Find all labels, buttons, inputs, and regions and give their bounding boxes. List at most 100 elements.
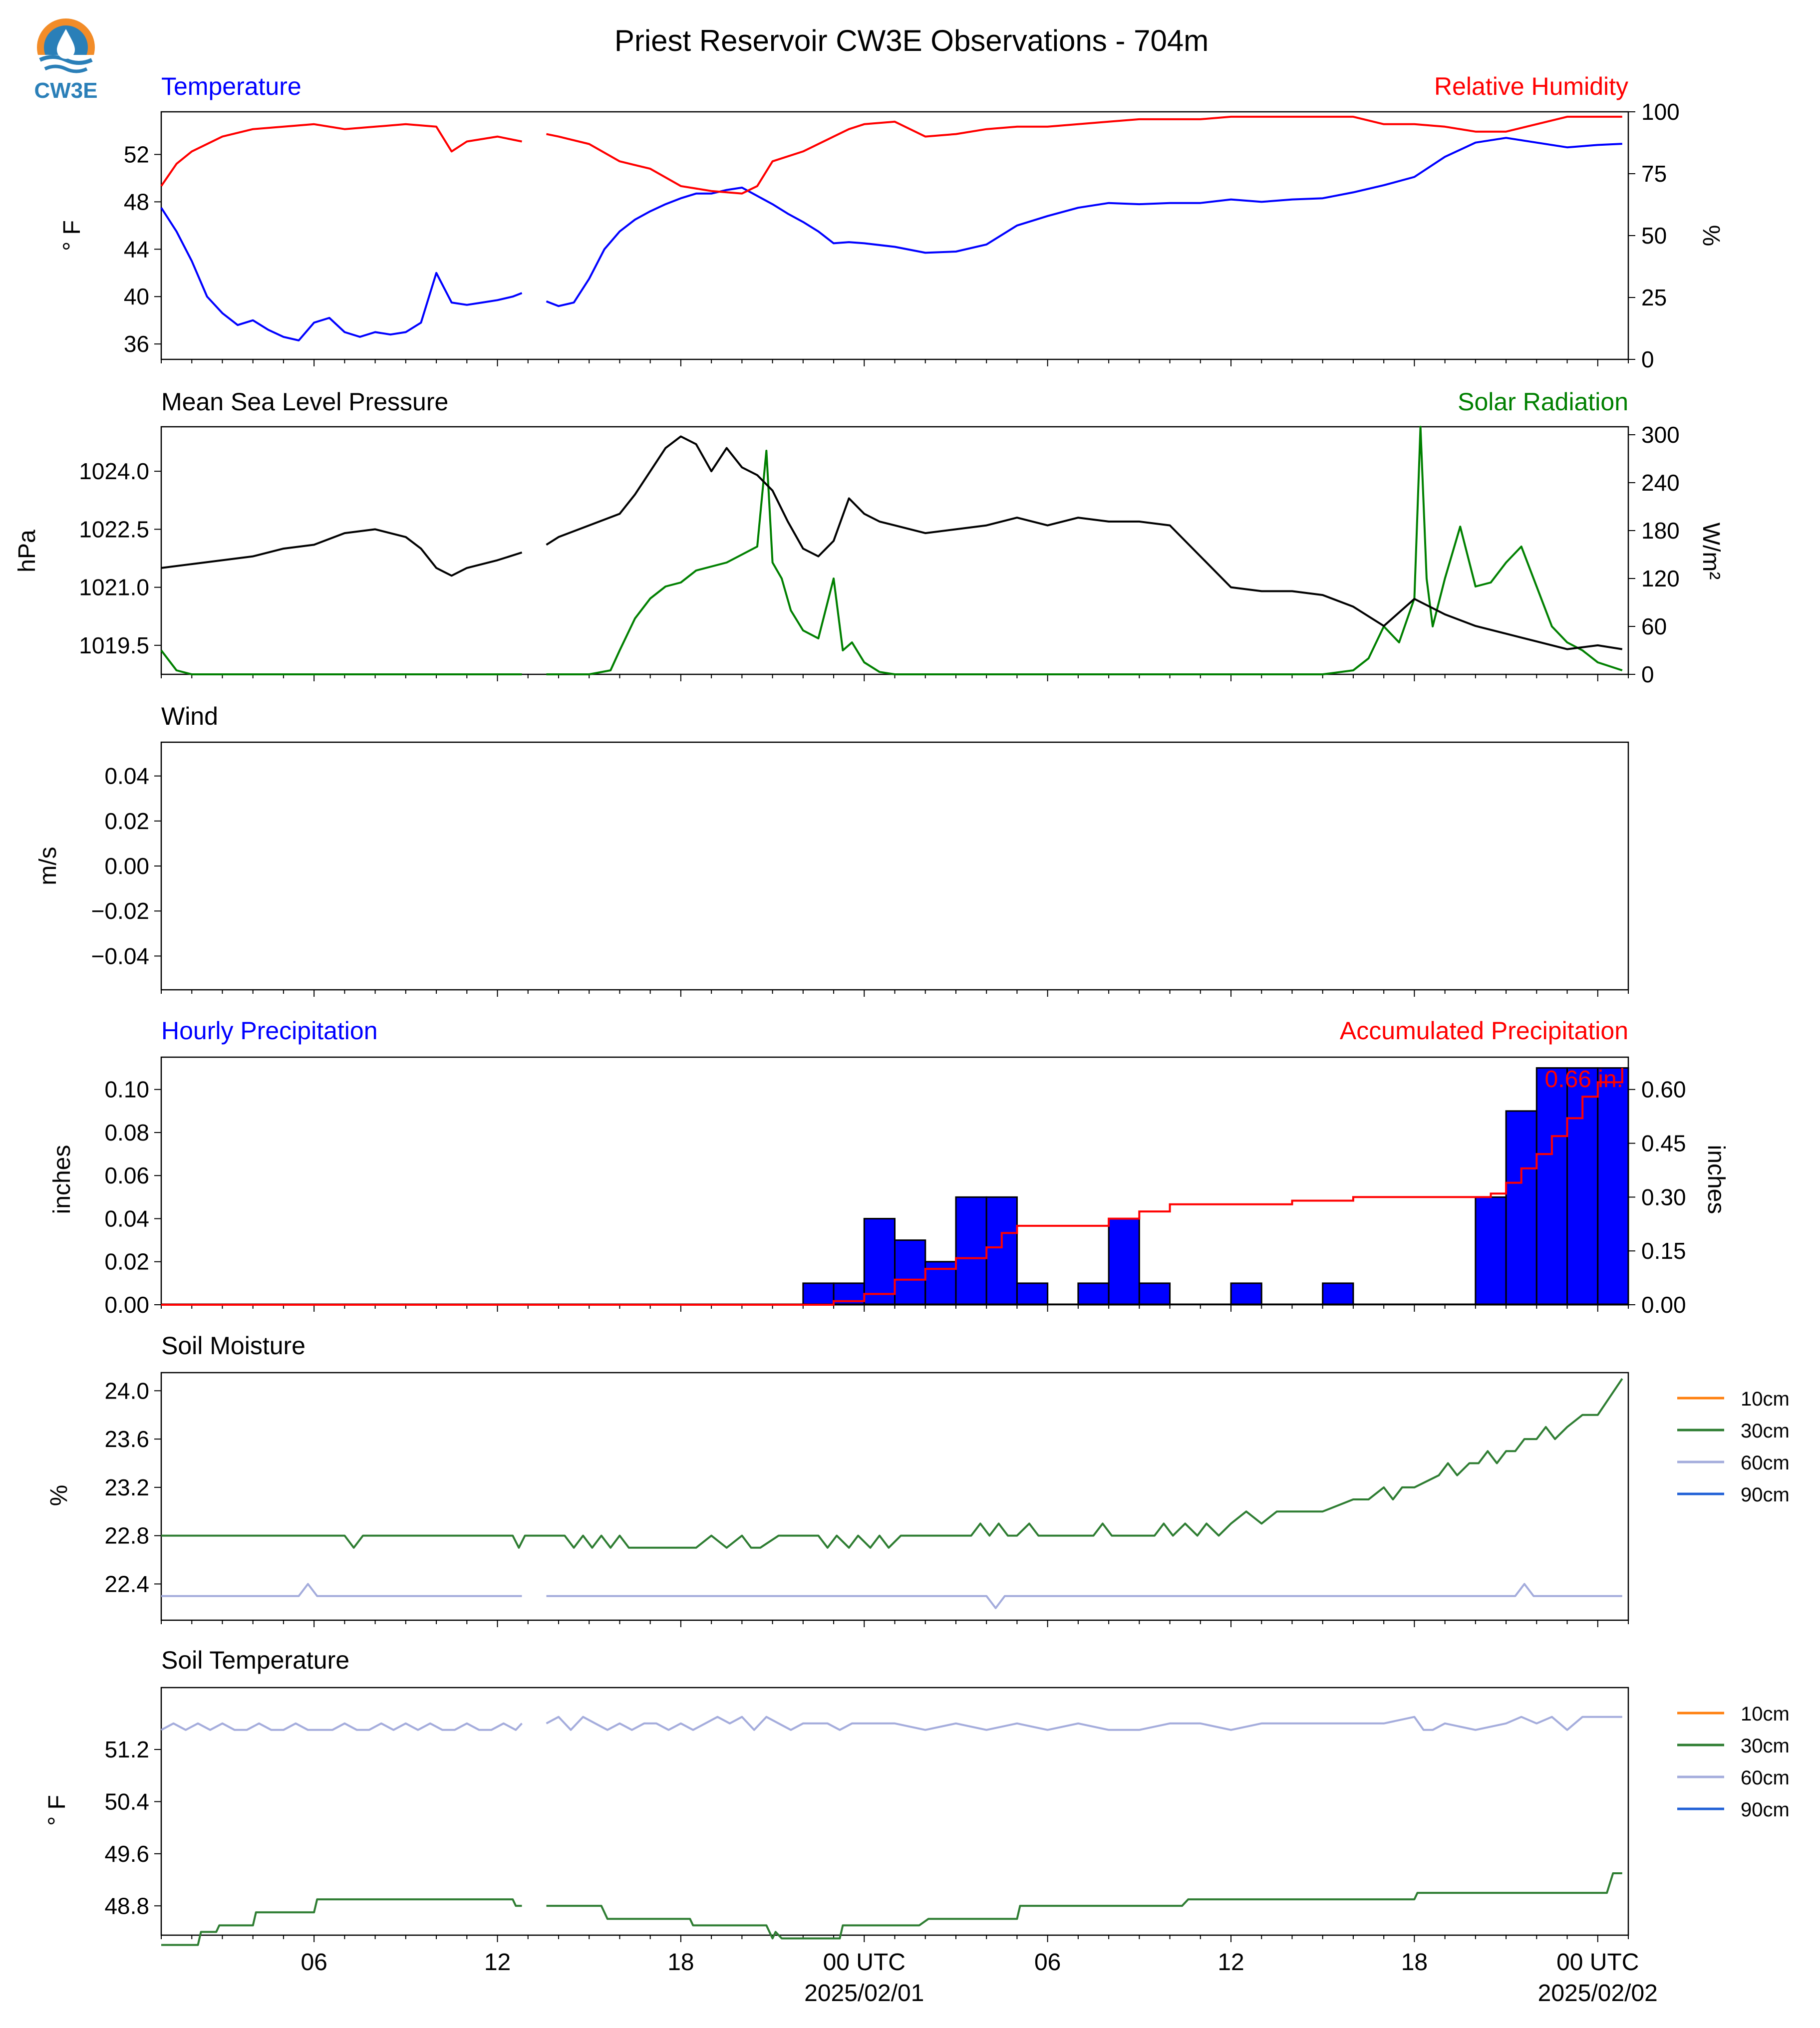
legend-item-60cm: 60cm (1677, 1767, 1790, 1789)
y2-tick-label: 240 (1641, 470, 1680, 496)
logo-text: CW3E (34, 78, 97, 103)
soil_moisture-x-ticks (161, 1620, 1629, 1627)
y-tick-label: 48.8 (104, 1893, 149, 1919)
y2-tick-label: 0 (1641, 661, 1654, 687)
precip-bar (1535, 1067, 1568, 1306)
pressure-panel: Mean Sea Level Pressure Solar Radiation … (14, 388, 1724, 579)
pressure-ylabel: hPa (14, 530, 40, 573)
precip-bar (1108, 1217, 1140, 1306)
y-tick-label: 0.08 (104, 1120, 149, 1146)
relative-humidity-line (160, 115, 1622, 195)
soil-moisture-line-60cm (161, 1583, 1622, 1609)
pressure-y2-axis: 0 60 120 180 240 300 (1628, 422, 1680, 687)
y-tick-label: 23.6 (104, 1426, 149, 1452)
y2-tick-label: 0.15 (1641, 1238, 1686, 1264)
y2-tick-label: 0.45 (1641, 1131, 1686, 1157)
y-tick-label: 0.02 (104, 808, 149, 834)
y-tick-label: 44 (124, 236, 149, 262)
soil-temperature-legend: 10cm 30cm 60cm 90cm (1677, 1703, 1790, 1821)
pressure-y-axis: 1019.5 1021.0 1022.5 1024.0 (79, 458, 161, 658)
soil-moisture-line-30cm (161, 1378, 1623, 1549)
precip-bar (1077, 1282, 1110, 1306)
temperature-panel: Temperature Relative Humidity ° F % (59, 72, 1724, 251)
soil-temperature-line-60cm (161, 1716, 1622, 1731)
temperature-title: Temperature (161, 72, 302, 100)
y2-tick-label: 300 (1641, 422, 1680, 448)
relative-humidity-title: Relative Humidity (1434, 72, 1628, 100)
y2-tick-label: 0.60 (1641, 1077, 1686, 1103)
solar-ylabel: W/m² (1698, 523, 1724, 580)
hourly-precip-title: Hourly Precipitation (161, 1017, 378, 1045)
x-tick-label: 06 (301, 1949, 327, 1976)
x-tick-label: 18 (1401, 1949, 1428, 1976)
precip-bar (1597, 1067, 1629, 1306)
precip-bar (1230, 1282, 1262, 1306)
precip-y2label: inches (1703, 1145, 1729, 1214)
precip-bar (1475, 1196, 1507, 1306)
legend-item-30cm: 30cm (1677, 1420, 1790, 1442)
legend-label: 60cm (1741, 1452, 1790, 1474)
precipitation-panel: Hourly Precipitation Accumulated Precipi… (49, 1017, 1729, 1214)
pressure-title: Mean Sea Level Pressure (161, 388, 448, 416)
y-tick-label: 0.04 (104, 763, 149, 789)
figure-title: Priest Reservoir CW3E Observations - 704… (614, 24, 1209, 57)
x-tick-label: 06 (1034, 1949, 1061, 1976)
legend-label: 30cm (1741, 1735, 1790, 1757)
solar-radiation-line (160, 426, 1623, 675)
x-tick-label: 12 (484, 1949, 511, 1976)
precip-bar (894, 1239, 926, 1306)
y-tick-label: 0.02 (104, 1249, 149, 1275)
legend-label: 60cm (1741, 1767, 1790, 1789)
precip-bar (1138, 1282, 1171, 1306)
wind-panel: Wind m/s (35, 702, 218, 885)
plot-layer: 364044485202550751001019.51021.01022.510… (79, 99, 1686, 2007)
legend-item-60cm: 60cm (1677, 1452, 1790, 1474)
legend-item-10cm: 10cm (1677, 1703, 1790, 1725)
soil_temperature-x-ticks (161, 1935, 1629, 1942)
accumulated-precip-line (161, 1068, 1623, 1306)
pressure-line (161, 435, 1623, 650)
y-tick-label: 1022.5 (79, 516, 149, 542)
water-drop-sun-icon (37, 18, 95, 80)
y2-tick-label: 75 (1641, 161, 1667, 187)
y-tick-label: 0.00 (104, 1292, 149, 1318)
y-tick-label: 24.0 (104, 1378, 149, 1404)
wind-ylabel: m/s (35, 847, 61, 885)
y-tick-label: 48 (124, 189, 149, 215)
soil-moisture-ylabel: % (46, 1485, 72, 1506)
soil-moisture-panel: Soil Moisture % (46, 1332, 305, 1506)
soil-temperature-ylabel: ° F (44, 1795, 70, 1826)
legend-label: 90cm (1741, 1799, 1790, 1821)
y-tick-label: 0.10 (104, 1077, 149, 1103)
y2-tick-label: 100 (1641, 99, 1680, 125)
y2-tick-label: 0.00 (1641, 1292, 1686, 1318)
y-tick-label: −0.04 (91, 943, 149, 969)
y-tick-label: 40 (124, 284, 149, 309)
cw3e-logo: CW3E (34, 18, 98, 103)
precip-bar (1016, 1282, 1049, 1306)
x-tick-label: 00 UTC (823, 1949, 906, 1976)
humidity-ylabel: % (1698, 225, 1724, 247)
temperature-x-ticks (161, 359, 1629, 366)
legend-item-30cm: 30cm (1677, 1735, 1790, 1757)
y2-tick-label: 60 (1641, 613, 1667, 639)
x-axis-labels: 06 12 18 00 UTC 06 12 18 00 UTC 2025/02/01 2025/0… (301, 1949, 1657, 2007)
y-tick-label: 0.04 (104, 1205, 149, 1231)
soil-temperature-panel: Soil Temperature ° F (44, 1646, 349, 1826)
precip-y2-axis: 0.00 0.15 0.30 0.45 0.60 (1628, 1077, 1686, 1318)
precip-bar (1322, 1282, 1354, 1306)
soil_temperature-y-axis: 48.8 49.6 50.4 51.2 (104, 1737, 161, 1919)
legend-label: 10cm (1741, 1703, 1790, 1725)
y-tick-label: 1024.0 (79, 458, 149, 484)
y-tick-label: 0.06 (104, 1162, 149, 1188)
soil-temperature-line-30cm (161, 1872, 1622, 1946)
precip-bar (1505, 1110, 1537, 1306)
y-tick-label: −0.02 (91, 898, 149, 924)
y-tick-label: 23.2 (104, 1474, 149, 1500)
y2-tick-label: 180 (1641, 518, 1680, 544)
y-tick-label: 52 (124, 141, 149, 167)
y2-tick-label: 120 (1641, 566, 1680, 591)
legend-item-10cm: 10cm (1677, 1388, 1790, 1410)
y-tick-label: 51.2 (104, 1737, 149, 1762)
